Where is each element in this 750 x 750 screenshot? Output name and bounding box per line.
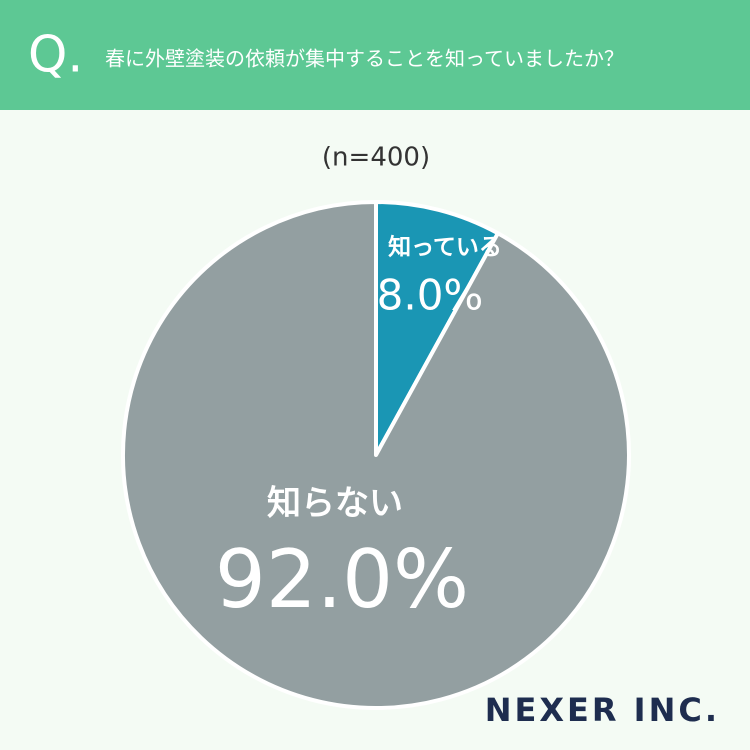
logo: NEXER INC.: [485, 691, 720, 729]
value-label: 92.0%: [215, 533, 469, 626]
subtitle: (n=400): [322, 143, 430, 173]
chart-title: 春に外壁塗装の依頼が集中することを知っていましたか？: [105, 47, 624, 71]
slice-label: 知らない: [267, 484, 403, 524]
pie-slice: [374, 200, 500, 457]
pie: [121, 200, 631, 710]
question-mark: Q.: [28, 26, 83, 84]
pie-slice: [121, 200, 631, 710]
labels: 知っている 8.0% 知らない 92.0%: [215, 234, 502, 626]
slice-label: 知っている: [388, 234, 502, 261]
value-label: 8.0%: [377, 271, 484, 320]
header: [0, 0, 750, 110]
